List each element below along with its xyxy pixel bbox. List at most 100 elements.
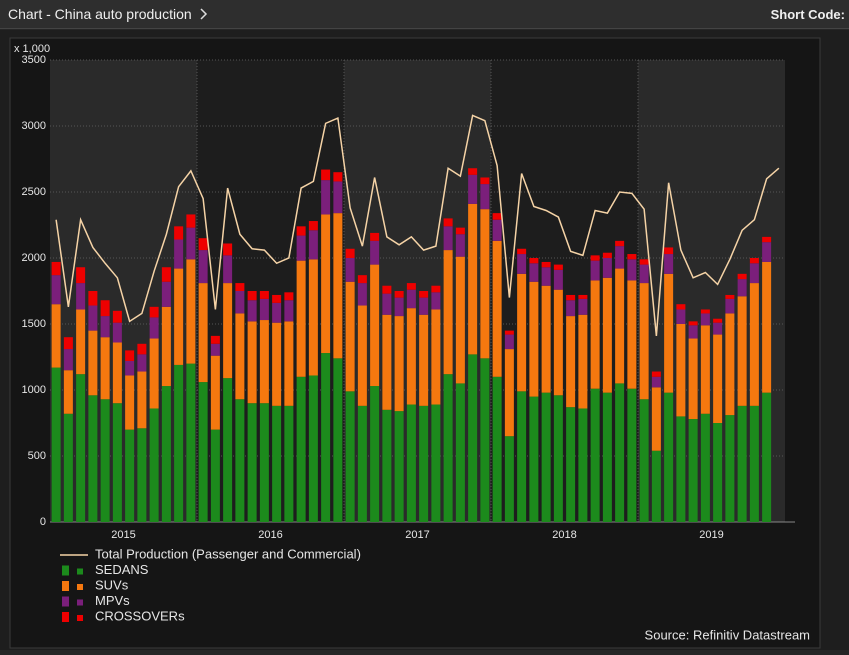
bar-segment	[517, 254, 527, 274]
bar-segment	[443, 250, 453, 375]
bar-segment	[284, 321, 294, 406]
bar-segment	[284, 292, 294, 301]
y-unit-label: x 1,000	[14, 43, 50, 55]
bar-segment	[296, 226, 306, 236]
chevron-icon[interactable]	[200, 8, 208, 20]
bar-segment	[553, 289, 563, 396]
bar-segment	[504, 349, 514, 437]
legend-swatch	[77, 615, 83, 621]
bar-segment	[137, 343, 147, 355]
bar-segment	[492, 213, 502, 220]
bar-segment	[247, 403, 257, 522]
bar-segment	[529, 396, 539, 522]
bar-segment	[259, 320, 269, 404]
x-tick-label: 2016	[258, 529, 282, 541]
bar-segment	[455, 227, 465, 235]
bar-segment	[492, 376, 502, 522]
bar-segment	[284, 300, 294, 322]
bar-segment	[590, 388, 600, 522]
bar-segment	[357, 305, 367, 406]
total-line	[55, 114, 780, 336]
bar-segment	[664, 392, 674, 522]
bar-segment	[713, 334, 723, 423]
short-code-label: Short Code:	[770, 7, 845, 22]
bar-segment	[88, 305, 98, 331]
bar-segment	[308, 221, 318, 231]
year-band	[491, 60, 638, 522]
bar-segment	[76, 267, 86, 284]
bar-segment	[345, 281, 355, 392]
bar-segment	[431, 309, 441, 405]
bar-segment	[762, 261, 772, 393]
bar-segment	[51, 304, 61, 368]
bar-segment	[431, 292, 441, 310]
bar-segment	[627, 388, 637, 522]
bar-segment	[676, 324, 686, 417]
bar-segment	[63, 349, 73, 371]
bar-segment	[210, 335, 220, 344]
bar-segment	[259, 298, 269, 321]
bar-segment	[308, 375, 318, 522]
bar-segment	[664, 247, 674, 255]
bar-segment	[700, 413, 710, 522]
year-band	[197, 60, 344, 522]
bar-segment	[419, 291, 429, 298]
bar-segment	[149, 338, 159, 409]
bar-segment	[590, 260, 600, 281]
bar-segment	[174, 239, 184, 269]
legend-swatch	[77, 568, 83, 575]
bar-segment	[370, 240, 380, 265]
bar-segment	[235, 291, 245, 314]
bar-segment	[112, 403, 122, 522]
header: Chart - China auto production Short Code…	[0, 0, 849, 29]
legend-swatch	[62, 565, 69, 576]
bar-segment	[480, 358, 490, 522]
bar-segment	[296, 260, 306, 377]
bar-segment	[688, 321, 698, 326]
bar-segment	[651, 387, 661, 451]
bar-segment	[419, 405, 429, 522]
bar-segment	[223, 255, 233, 284]
bar-segment	[431, 404, 441, 522]
year-band	[344, 60, 491, 522]
bar-segment	[590, 280, 600, 389]
bar-segment	[615, 246, 625, 269]
bar-segment	[639, 264, 649, 284]
bar-segment	[308, 259, 318, 376]
bar-segment	[247, 300, 257, 322]
bar-segment	[651, 450, 661, 522]
chart-panel: x 1,000 Source: Refinitiv Datastream 0 50…	[0, 30, 849, 650]
bar-segment	[651, 371, 661, 377]
bar-segment	[541, 392, 551, 522]
bar-segment	[762, 242, 772, 262]
bar-segment	[639, 399, 649, 522]
bar-segment	[100, 300, 110, 317]
bar-segment	[504, 334, 514, 350]
bar-segment	[382, 409, 392, 522]
bar-segment	[468, 203, 478, 355]
bar-segment	[492, 219, 502, 241]
legend-swatch	[62, 612, 69, 622]
bar-segment	[688, 325, 698, 339]
bar-segment	[517, 273, 527, 392]
bar-segment	[76, 374, 86, 522]
source: Source: Refinitiv Datastream	[645, 627, 810, 642]
bar-segment	[504, 330, 514, 335]
bar-segment	[223, 378, 233, 522]
bar-segment	[174, 226, 184, 240]
bar-segment	[627, 259, 637, 281]
bar-segment	[210, 355, 220, 430]
y-tick-label: 500	[28, 450, 46, 462]
bar-segment	[186, 227, 196, 260]
bar-segment	[370, 264, 380, 387]
bar-segment	[566, 300, 576, 317]
bar-segment	[443, 218, 453, 227]
bar-segment	[149, 317, 159, 339]
bar-segment	[88, 330, 98, 396]
bar-segment	[186, 259, 196, 364]
bar-segment	[688, 419, 698, 522]
bar-segment	[455, 383, 465, 522]
bar-segment	[198, 283, 208, 383]
bar-segment	[468, 354, 478, 522]
bar-segment	[321, 180, 331, 215]
